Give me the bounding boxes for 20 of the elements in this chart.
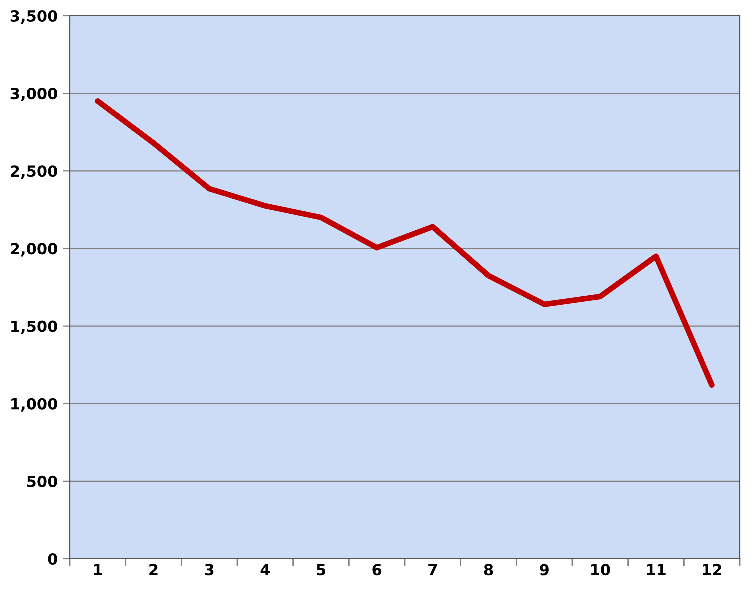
x-tick-label: 7	[428, 564, 438, 576]
y-tick-label: 3,500	[10, 10, 58, 24]
y-tick-label: 2,000	[11, 243, 58, 257]
y-tick-label: 0	[48, 553, 58, 566]
y-tick-label: 1,500	[12, 320, 58, 334]
x-tick-label: 2	[150, 564, 158, 576]
x-tick-label: 6	[372, 564, 382, 576]
y-tick-label: 3,000	[10, 88, 58, 102]
x-tick-label: 1	[94, 564, 102, 576]
x-tick-label: 8	[484, 564, 494, 576]
y-tick-label: 1,000	[12, 398, 58, 412]
y-tick-label: 500	[27, 476, 58, 488]
x-tick-label: 4	[260, 564, 270, 576]
x-tick-label: 9	[540, 564, 549, 576]
x-tick-label: 12	[703, 564, 722, 576]
x-tick-label: 3	[205, 564, 214, 576]
x-tick-label: 5	[317, 564, 326, 576]
y-tick-label: 2,500	[11, 166, 58, 180]
x-tick-label: 11	[647, 564, 666, 576]
x-tick-label: 10	[592, 564, 610, 576]
